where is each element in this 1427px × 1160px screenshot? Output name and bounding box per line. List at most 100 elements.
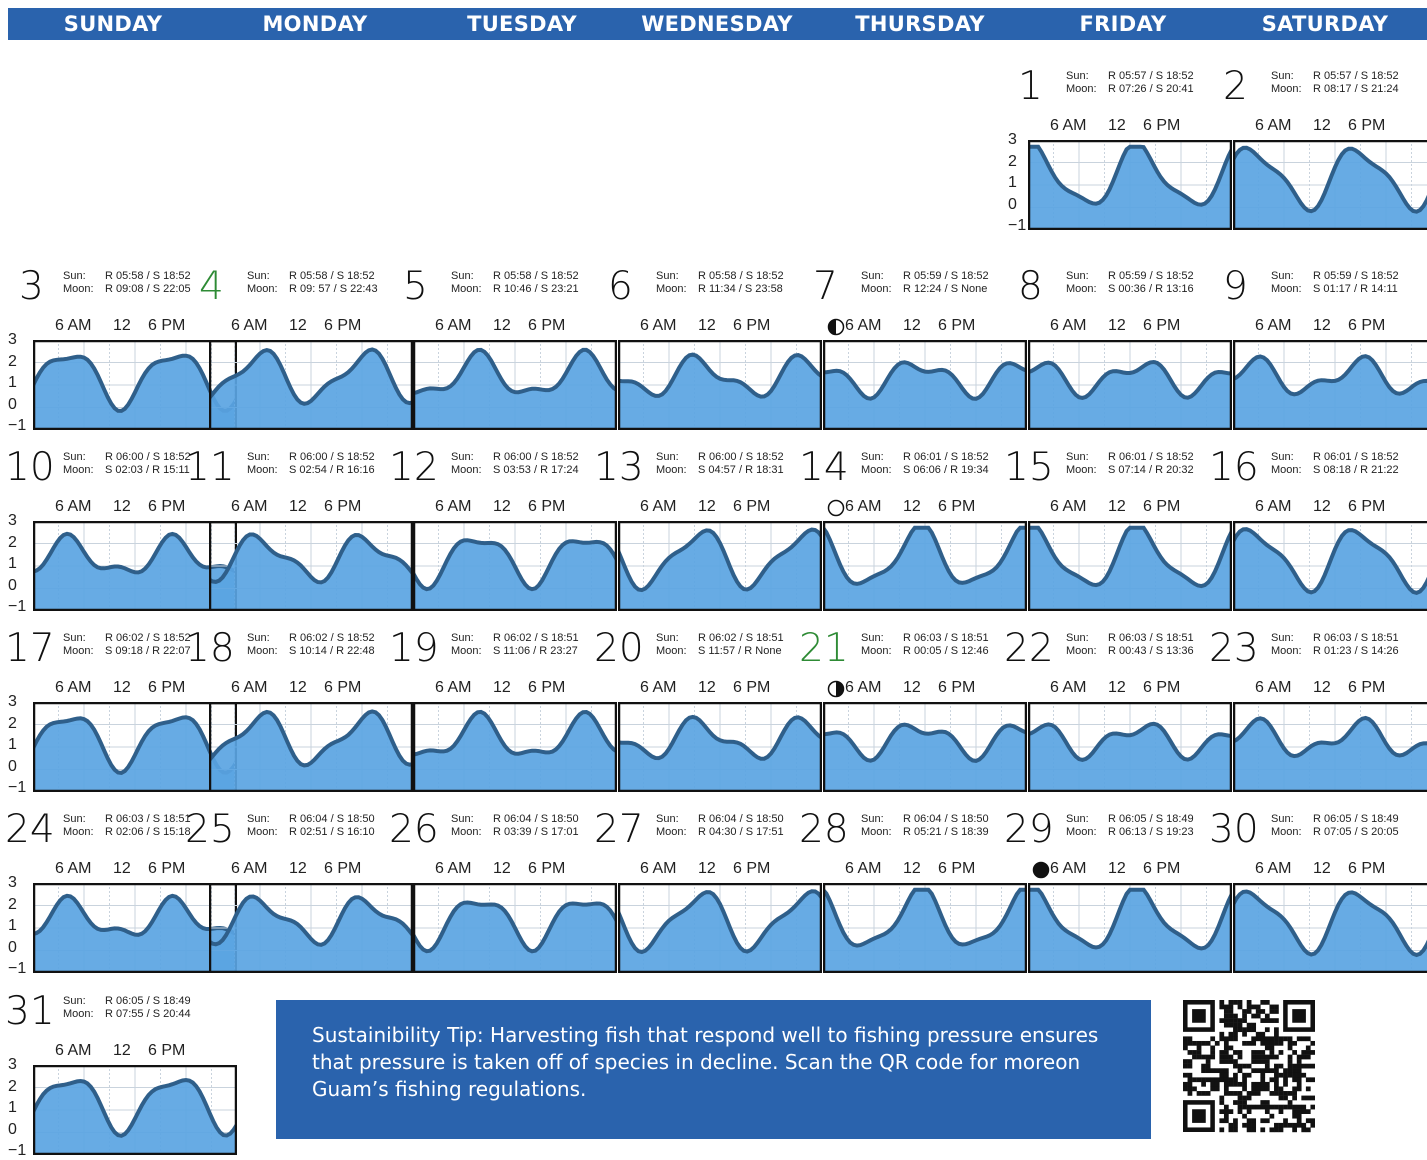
sun-times: R 05:59 / S 18:52	[1108, 270, 1194, 282]
tide-area	[1233, 718, 1427, 792]
tide-chart	[1028, 140, 1232, 230]
sun-times: R 06:03 / S 18:51	[903, 632, 989, 644]
moon-row: Moon: R 10:46 / S 23:21	[451, 283, 579, 296]
day-number: 27	[594, 807, 644, 852]
moon-times: R 02:51 / S 16:10	[289, 826, 375, 838]
moon-row: Moon: S 08:18 / R 21:22	[1271, 464, 1399, 477]
tide-area	[1028, 362, 1232, 430]
weekday-sunday: SUNDAY	[63, 12, 163, 36]
moon-label: Moon:	[1271, 826, 1302, 838]
axis-label: −1	[8, 779, 27, 796]
moon-first-quarter-icon	[827, 318, 845, 336]
tide-line	[1233, 715, 1427, 759]
tide-line	[33, 715, 237, 775]
axis-label: −1	[8, 1142, 27, 1159]
moon-times: R 11:34 / S 23:58	[698, 283, 783, 295]
weekday-monday: MONDAY	[262, 12, 368, 36]
sun-times: R 05:58 / S 18:52	[105, 270, 191, 282]
day-number: 30	[1209, 807, 1259, 852]
hour-label: 6 PM	[733, 498, 771, 515]
moon-label: Moon:	[861, 283, 892, 295]
sun-row: Sun: R 05:58 / S 18:52	[247, 270, 378, 283]
sun-row: Sun: R 06:05 / S 18:49	[1271, 813, 1399, 826]
sun-moon-info: Sun: R 06:03 / S 18:51 Moon: R 01:23 / S 14…	[1271, 632, 1399, 658]
tide-area	[1028, 527, 1232, 611]
sun-row: Sun: R 05:59 / S 18:52	[861, 270, 989, 283]
sun-label: Sun:	[861, 632, 884, 644]
hour-label: 6 PM	[324, 317, 362, 334]
tide-chart	[413, 340, 617, 430]
tide-area	[209, 711, 413, 792]
hour-label: 12	[113, 860, 131, 877]
moon-label: Moon:	[1271, 464, 1302, 476]
sun-times: R 06:03 / S 18:51	[1108, 632, 1194, 644]
day-number: 9	[1223, 264, 1248, 309]
tide-area	[1233, 356, 1427, 430]
sun-times: R 06:03 / S 18:51	[105, 813, 191, 825]
tide-area	[823, 362, 1027, 430]
sun-row: Sun: R 05:58 / S 18:52	[63, 270, 191, 283]
hour-label: 6 AM	[55, 1042, 92, 1059]
hour-label: 6 AM	[55, 860, 92, 877]
tide-chart	[823, 883, 1027, 973]
tide-chart	[33, 1065, 237, 1155]
hour-label: 12	[1108, 679, 1126, 696]
sun-label: Sun:	[1066, 270, 1089, 282]
tide-line	[1028, 359, 1232, 400]
sun-label: Sun:	[1271, 270, 1294, 282]
sun-row: Sun: R 06:03 / S 18:51	[1066, 632, 1194, 645]
sun-label: Sun:	[656, 451, 679, 463]
tide-chart	[1233, 140, 1427, 230]
sun-row: Sun: R 06:01 / S 18:52	[861, 451, 989, 464]
day-number: 18	[185, 626, 235, 671]
sun-label: Sun:	[1271, 451, 1294, 463]
moon-row: Moon: S 07:14 / R 20:32	[1066, 464, 1194, 477]
moon-label: Moon:	[247, 283, 278, 295]
sun-row: Sun: R 06:03 / S 18:51	[861, 632, 989, 645]
sun-times: R 06:01 / S 18:52	[1108, 451, 1194, 463]
axis-label: 3	[8, 512, 17, 529]
sun-moon-info: Sun: R 05:57 / S 18:52 Moon: R 08:17 / S 21…	[1271, 70, 1399, 96]
hour-label: 6 AM	[640, 498, 677, 515]
moon-row: Moon: S 02:54 / R 16:16	[247, 464, 375, 477]
sun-times: R 05:59 / S 18:52	[903, 270, 989, 282]
sun-label: Sun:	[1066, 632, 1089, 644]
tide-line	[33, 531, 237, 575]
moon-times: S 03:53 / R 17:24	[493, 464, 579, 476]
sun-row: Sun: R 06:01 / S 18:52	[1066, 451, 1194, 464]
tide-line	[1028, 721, 1232, 762]
qr-code-icon[interactable]	[1183, 1000, 1315, 1138]
sun-label: Sun:	[656, 632, 679, 644]
hour-label: 12	[903, 860, 921, 877]
hour-label: 6 PM	[1348, 860, 1386, 877]
tide-area	[823, 724, 1027, 792]
day-number: 20	[594, 626, 644, 671]
sun-row: Sun: R 06:03 / S 18:51	[1271, 632, 1399, 645]
hour-label: 6 PM	[324, 679, 362, 696]
tide-line	[618, 352, 822, 399]
axis-label: 0	[8, 576, 17, 594]
sun-row: Sun: R 05:58 / S 18:52	[451, 270, 579, 283]
hour-label: 6 PM	[324, 860, 362, 877]
hour-label: 12	[698, 498, 716, 515]
hour-label: 6 PM	[1348, 317, 1386, 334]
axis-label: 0	[8, 395, 17, 413]
axis-label: 3	[8, 1056, 17, 1073]
moon-label: Moon:	[1271, 645, 1302, 657]
tide-line	[209, 709, 413, 768]
axis-label: −1	[8, 598, 27, 615]
hour-label: 6 PM	[938, 679, 976, 696]
moon-label: Moon:	[656, 464, 687, 476]
sun-times: R 06:00 / S 18:52	[289, 451, 375, 463]
hour-label: 6 AM	[1050, 498, 1087, 515]
tide-chart	[1028, 883, 1232, 973]
hour-label: 6 AM	[1255, 117, 1292, 134]
moon-label: Moon:	[63, 1008, 94, 1020]
moon-times: S 08:18 / R 21:22	[1313, 464, 1399, 476]
axis-label: 2	[8, 352, 17, 370]
day-number: 16	[1209, 445, 1259, 490]
day-number: 8	[1018, 264, 1043, 309]
sun-row: Sun: R 06:04 / S 18:50	[861, 813, 989, 826]
sun-times: R 05:57 / S 18:52	[1108, 70, 1194, 82]
moon-row: Moon: R 04:30 / S 17:51	[656, 826, 784, 839]
